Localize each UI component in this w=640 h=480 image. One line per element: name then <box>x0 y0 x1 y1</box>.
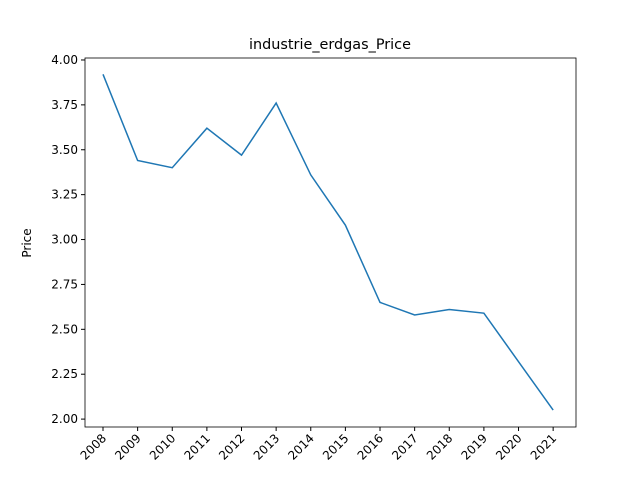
chart-title: industrie_erdgas_Price <box>249 37 411 53</box>
y-tick-label: 4.00 <box>51 53 78 67</box>
y-tick-label: 3.00 <box>51 233 78 247</box>
y-tick-label: 2.25 <box>51 367 78 381</box>
y-tick-label: 3.25 <box>51 188 78 202</box>
y-tick-label: 3.75 <box>51 98 78 112</box>
y-tick-label: 3.50 <box>51 143 78 157</box>
y-tick-label: 2.00 <box>51 412 78 426</box>
y-tick-label: 2.50 <box>51 322 78 336</box>
plot-frame <box>84 57 577 428</box>
y-axis-label: Price <box>20 228 34 257</box>
y-tick-label: 2.75 <box>51 277 78 291</box>
data-line <box>102 74 554 411</box>
